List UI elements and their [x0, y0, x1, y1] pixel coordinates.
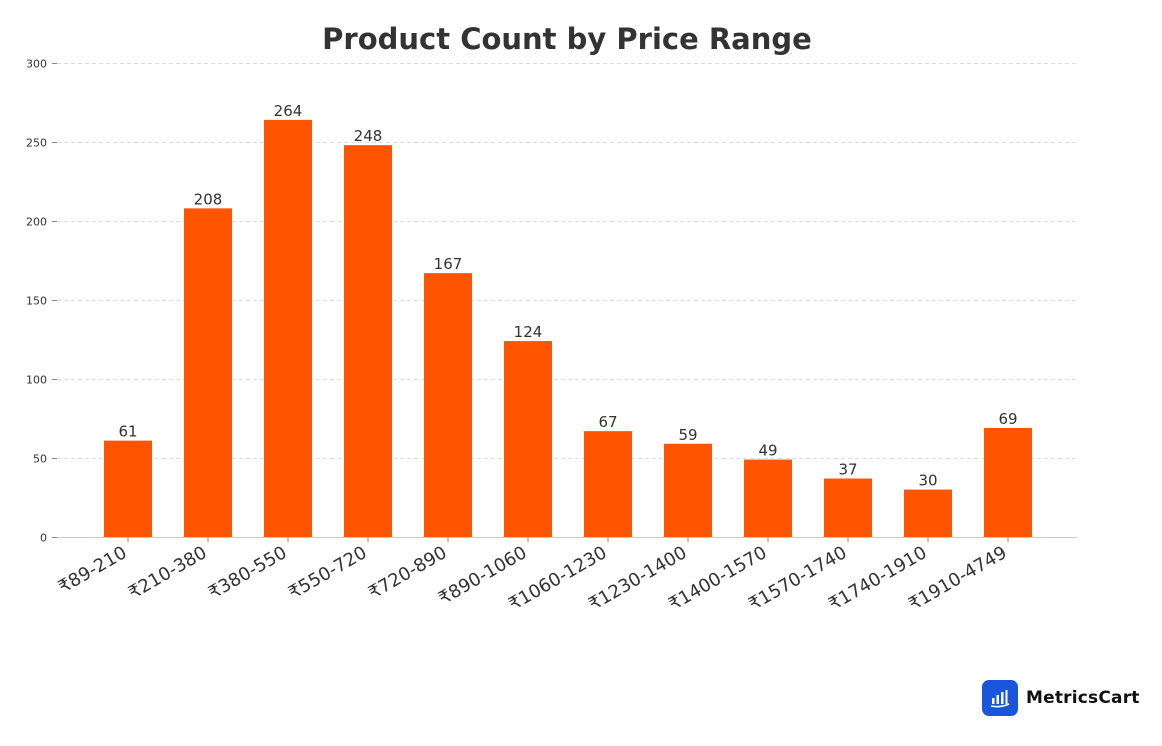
- data-label: 264: [274, 102, 303, 120]
- data-label: 30: [918, 472, 937, 490]
- bar: [744, 459, 792, 537]
- data-label: 167: [434, 255, 463, 273]
- data-label: 61: [118, 423, 137, 441]
- data-label: 49: [758, 442, 777, 460]
- y-tick-label: 0: [40, 532, 47, 545]
- data-labels: 61 208 264 248 167 124 67 59 49 37 30 69: [118, 102, 1017, 490]
- y-tick-label: 200: [26, 216, 47, 229]
- bar: [424, 273, 472, 537]
- y-tick-label: 50: [33, 453, 47, 466]
- data-label: 69: [998, 410, 1017, 428]
- bar-chart-logo-icon: [982, 680, 1018, 716]
- bar: [824, 478, 872, 537]
- x-tick-label: ₹89-210: [55, 542, 131, 598]
- x-tick-label: ₹550-720: [285, 542, 371, 604]
- y-tick-label: 250: [26, 137, 47, 150]
- x-tick-label: ₹210-380: [125, 542, 211, 604]
- x-axis-ticks: ₹89-210₹210-380₹380-550₹550-720₹720-890₹…: [55, 537, 1011, 615]
- bar: [344, 145, 392, 537]
- y-axis-ticks: 0 50 100 150 200 250 300: [26, 58, 57, 545]
- chart-title: Product Count by Price Range: [322, 22, 812, 56]
- data-label: 248: [354, 127, 383, 145]
- bar: [904, 489, 952, 537]
- bar: [264, 119, 312, 537]
- bar: [504, 341, 552, 537]
- data-label: 67: [598, 413, 617, 431]
- data-label: 124: [514, 323, 543, 341]
- bar: [984, 427, 1032, 537]
- data-label: 208: [194, 190, 223, 208]
- x-tick-label: ₹380-550: [205, 542, 291, 604]
- bar: [104, 440, 152, 537]
- data-label: 59: [678, 426, 697, 444]
- y-tick-label: 300: [26, 58, 47, 71]
- bar: [184, 208, 232, 538]
- y-tick-label: 100: [26, 374, 47, 387]
- bars: [104, 119, 1032, 538]
- bar: [584, 431, 632, 537]
- bar: [664, 443, 712, 537]
- data-label: 37: [838, 461, 857, 479]
- brand-name: MetricsCart: [1026, 688, 1140, 708]
- brand-badge: MetricsCart: [982, 680, 1140, 716]
- y-tick-label: 150: [26, 295, 47, 308]
